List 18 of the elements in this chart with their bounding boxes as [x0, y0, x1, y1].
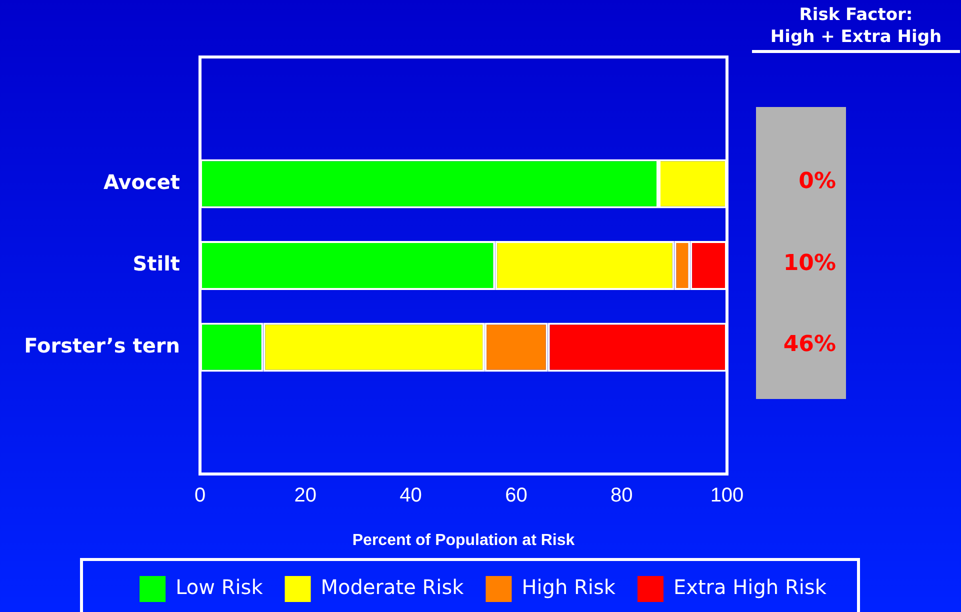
x-tick-label: 80	[610, 484, 633, 507]
x-tick-label: 60	[505, 484, 528, 507]
x-tick-label: 100	[710, 484, 744, 507]
text: 0%	[798, 168, 836, 194]
text: 10%	[783, 250, 836, 276]
x-tick-label: 40	[400, 484, 422, 507]
legend-label: Low Risk	[176, 575, 264, 600]
y-tick-label: Avocet	[103, 170, 180, 194]
y-tick-label: Forster’s tern	[24, 333, 180, 358]
text: Risk Factor: High + Extra High	[752, 4, 960, 53]
legend-label: Moderate Risk	[320, 575, 464, 600]
text: 46%	[783, 332, 836, 358]
x-tick-label: 20	[294, 484, 317, 507]
x-tick-label: 0	[194, 484, 206, 507]
y-tick-label: Stilt	[132, 252, 180, 276]
legend-label: Extra High Risk	[673, 575, 827, 600]
legend-label: High Risk	[522, 575, 616, 600]
x-axis-title: Percent of Population at Risk	[352, 532, 575, 549]
